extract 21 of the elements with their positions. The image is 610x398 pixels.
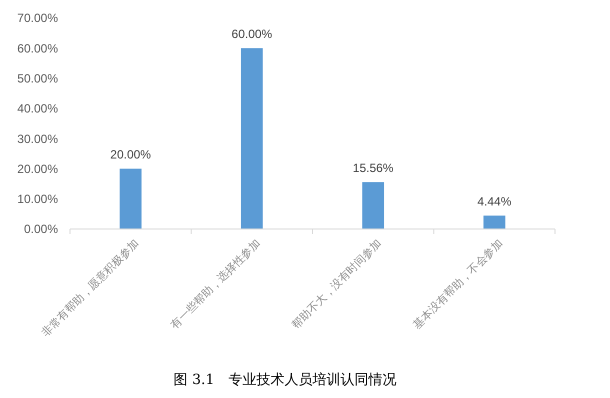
bar xyxy=(240,48,263,229)
data-label: 15.56% xyxy=(352,161,394,176)
data-label: 20.00% xyxy=(110,148,152,162)
y-tick-label: 60.00% xyxy=(17,41,58,56)
bar xyxy=(120,168,142,229)
bar xyxy=(362,182,384,229)
caption: 图 3.1 专业技术人员培训认同情况 xyxy=(174,372,396,388)
y-tick-label: 20.00% xyxy=(17,162,58,176)
y-tick-label: 40.00% xyxy=(17,102,58,116)
y-tick-label: 70.00% xyxy=(17,11,58,26)
y-tick-label: 10.00% xyxy=(17,192,58,206)
x-tick-label: 基本没有帮助，不会参加 xyxy=(410,236,506,332)
x-tick-label: 非常有帮助，愿意积极参加 xyxy=(38,236,142,340)
y-tick-label: 0.00% xyxy=(24,222,58,236)
data-label: 60.00% xyxy=(232,27,273,42)
bar xyxy=(483,216,506,229)
x-tick-label: 有一些帮助，选择性参加 xyxy=(168,236,263,332)
x-tick-label: 帮助不大，没有时间参加 xyxy=(289,236,384,332)
y-tick-label: 50.00% xyxy=(17,71,58,86)
y-tick-label: 30.00% xyxy=(17,132,58,146)
data-label: 4.44% xyxy=(477,194,512,209)
